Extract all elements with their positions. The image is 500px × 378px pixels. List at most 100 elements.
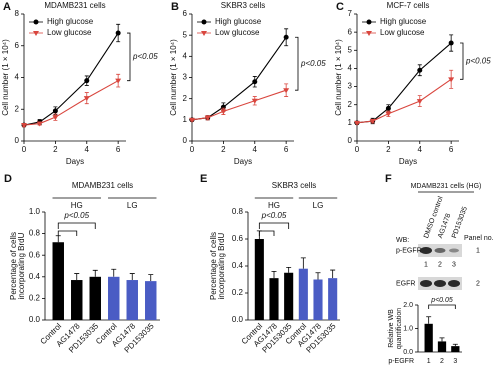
legend-marker (33, 31, 39, 36)
panel-label: F (385, 173, 392, 185)
bar (89, 276, 101, 320)
group-label: HG (71, 201, 83, 210)
error-bar (271, 271, 277, 279)
significance-label: p<0.05 (430, 297, 453, 304)
y-axis-label: incorporating BrdU (17, 232, 26, 299)
marker (36, 121, 43, 127)
error-bar (55, 235, 61, 243)
significance-bracket (295, 36, 299, 91)
x-tick-label: 6 (284, 145, 289, 154)
bar (145, 281, 157, 320)
y-tick-label: 0.8 (29, 229, 41, 238)
error-bar (129, 273, 135, 281)
y-axis-label: Cell number (1 × 10⁴) (169, 39, 178, 116)
legend-marker (201, 19, 207, 25)
y-tick-label: 1 (183, 115, 188, 124)
significance-bracket (57, 222, 96, 229)
y-tick-label: 7 (348, 9, 353, 18)
y-tick-label: 0.0 (232, 315, 244, 324)
panel-label: B (171, 1, 179, 13)
x-tick-label: 6 (449, 145, 454, 154)
group-label: HG (268, 201, 280, 210)
series-line (23, 32, 119, 126)
series-line (191, 36, 287, 121)
wb-label: WB: (396, 237, 409, 244)
bar (269, 278, 279, 320)
y-axis-label: Cell number (1 × 10⁴) (1, 39, 10, 116)
group-label: LG (127, 201, 138, 210)
marker (417, 67, 423, 73)
y-tick-label: 6 (15, 41, 20, 50)
marker (448, 77, 455, 83)
y-tick-label: 0.6 (29, 250, 41, 259)
legend-marker (366, 31, 372, 36)
blot-band (434, 280, 446, 287)
marker (369, 119, 376, 125)
blot-band (448, 280, 460, 287)
x-tick-label: 0 (190, 145, 195, 154)
significance-label: p<0.05 (261, 211, 287, 220)
bar (437, 341, 447, 352)
error-bar (330, 269, 336, 279)
x-tick-label: 3 (453, 358, 457, 365)
bar (71, 280, 83, 320)
y-axis-label: Percentage of cells (9, 232, 18, 300)
y-tick-label: 0.0 (403, 349, 413, 356)
x-tick-label: 2 (386, 145, 391, 154)
error-bar (92, 269, 98, 277)
lane-number: 1 (424, 261, 428, 268)
error-bar (426, 316, 432, 324)
panel-label: C (336, 1, 344, 13)
y-tick-label: 4 (183, 51, 188, 60)
error-bar (452, 343, 458, 347)
x-axis-label: p-EGFR (388, 358, 414, 365)
significance-label: p<0.05 (465, 56, 491, 65)
marker (83, 96, 90, 102)
series-line (23, 80, 119, 126)
x-tick-label: 0 (22, 145, 27, 154)
blot-title: MDAMB231 cells (HG) (411, 183, 482, 190)
lane-label: AG1478 (437, 213, 452, 240)
lane-number: 2 (438, 261, 442, 268)
legend-label: High glucose (215, 17, 262, 26)
significance-label: p<0.05 (300, 59, 326, 68)
y-tick-label: 0.6 (232, 234, 244, 243)
y-tick-label: 0.2 (232, 288, 244, 297)
marker (220, 109, 227, 115)
x-axis-label: Days (234, 157, 252, 166)
chart-title: SKBR3 cells (272, 181, 316, 190)
bar (298, 268, 308, 320)
y-axis-label: incorporating BrdU (217, 232, 226, 299)
y-tick-label: 6 (348, 27, 353, 36)
blot-band (449, 248, 459, 253)
y-tick-label: 4 (15, 73, 20, 82)
bar (254, 239, 264, 320)
legend-label: High glucose (380, 17, 427, 26)
marker (251, 98, 258, 104)
significance-label: p<0.05 (63, 211, 89, 220)
y-tick-label: 1.0 (29, 207, 41, 216)
x-tick-label: 2 (53, 145, 58, 154)
marker (115, 78, 122, 84)
marker (52, 115, 59, 121)
marker (354, 120, 360, 126)
x-tick-label: 4 (253, 145, 258, 154)
y-tick-label: 0 (183, 136, 188, 145)
marker (204, 115, 211, 121)
x-axis-label: Days (399, 157, 417, 166)
y-tick-label: 1 (348, 118, 353, 127)
y-axis-label: quantification (396, 308, 403, 349)
error-bar (439, 337, 445, 342)
blot-band (434, 248, 446, 253)
y-axis-label: Relative WB (388, 309, 395, 348)
x-tick-label: 2 (221, 145, 226, 154)
bar (451, 346, 460, 352)
error-bar (286, 266, 292, 273)
significance-bracket (57, 230, 78, 236)
chart-title: MDAMB231 cells (72, 181, 133, 190)
y-tick-label: 0 (15, 136, 20, 145)
chart-title: SKBR3 cells (221, 1, 265, 10)
x-axis-label: Days (66, 157, 84, 166)
significance-label: p<0.05 (132, 52, 158, 61)
